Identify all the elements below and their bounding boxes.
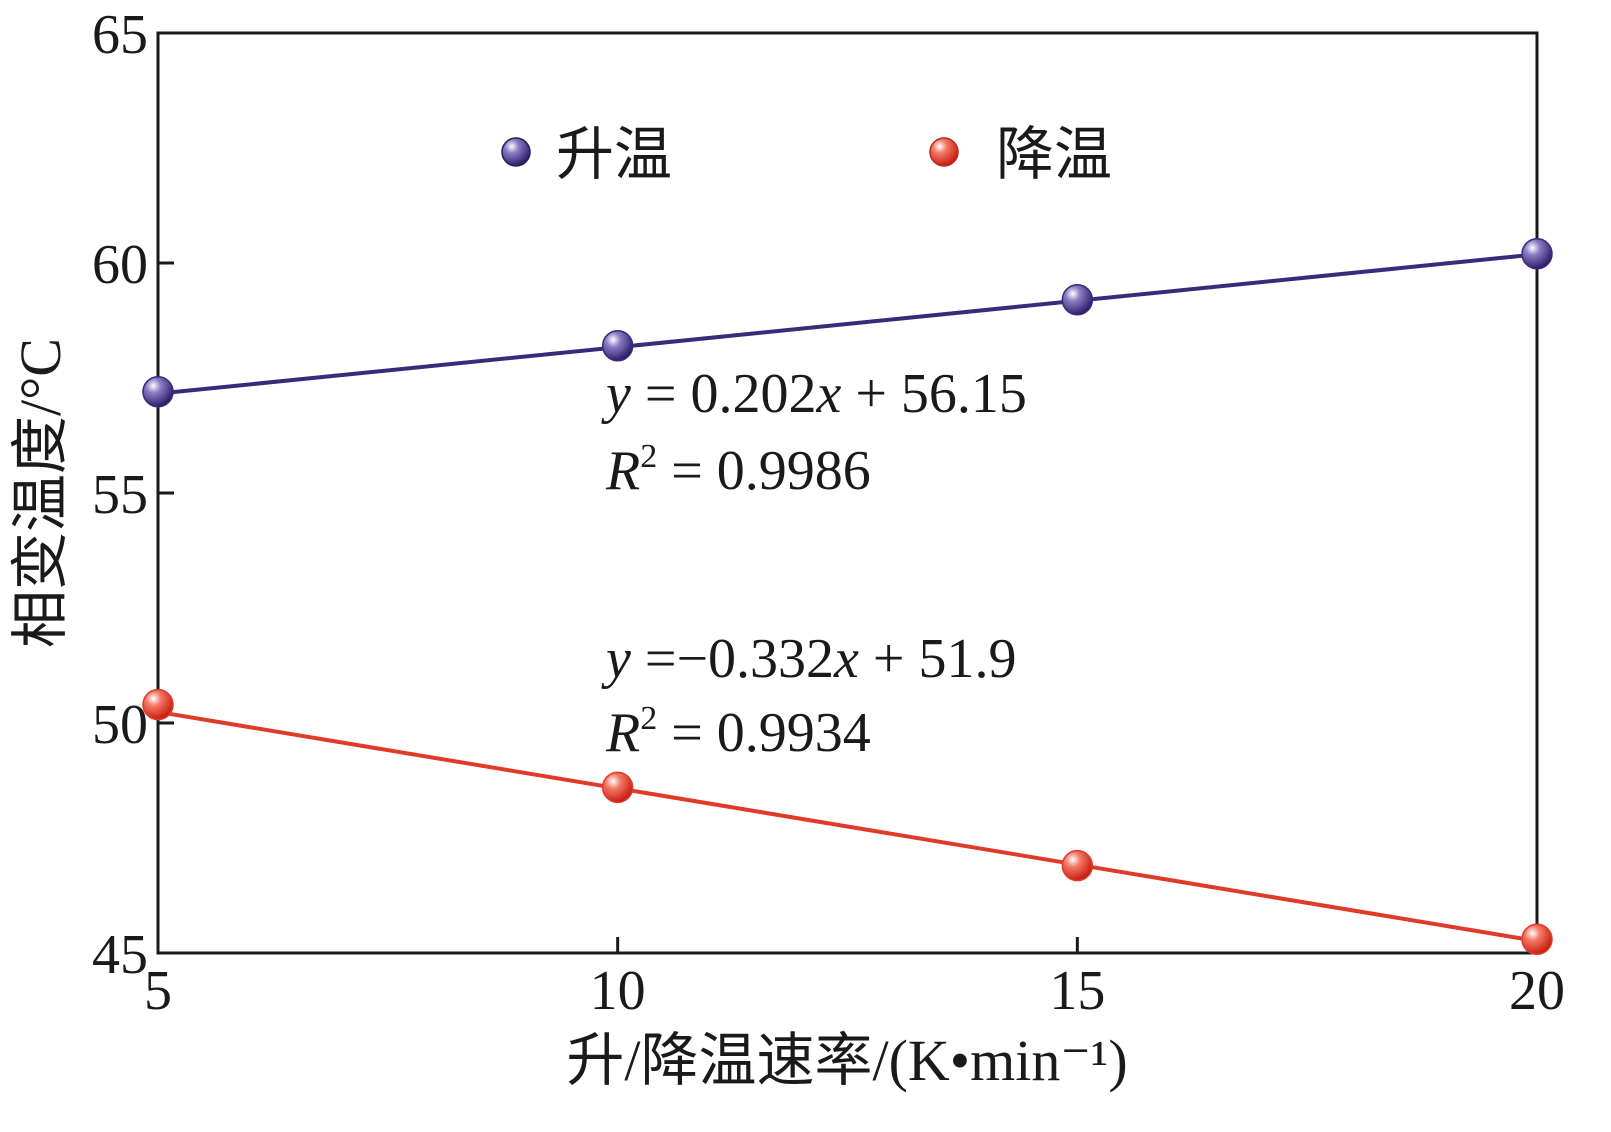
heating-r2-sup: 2 bbox=[640, 438, 657, 475]
heating-eq-rhs: = 0.202 bbox=[631, 363, 817, 425]
axis-ticks: 45 50 55 60 65 5 10 15 20 bbox=[92, 4, 1565, 1022]
series-lines bbox=[157, 252, 1538, 944]
cooling-fit-line bbox=[157, 709, 1538, 944]
cooling-eq-var: x bbox=[833, 628, 859, 690]
cooling-data-point bbox=[1521, 923, 1553, 955]
heating-data-point bbox=[1061, 284, 1094, 316]
cooling-data-point bbox=[601, 771, 634, 804]
cooling-data-point bbox=[142, 688, 174, 721]
y-tick-label: 55 bbox=[92, 464, 148, 526]
y-tick-label: 60 bbox=[92, 234, 148, 296]
heating-eq-tail: + 56.15 bbox=[841, 363, 1027, 425]
heating-r2-rhs: = 0.9986 bbox=[657, 440, 871, 502]
heating-data-point bbox=[601, 330, 634, 362]
x-axis-title: 升/降温速率/(K•min⁻¹) bbox=[566, 1028, 1127, 1093]
legend-label-cooling: 降温 bbox=[996, 122, 1112, 187]
heating-data-point bbox=[1521, 238, 1553, 270]
heating-eq-lhs: y bbox=[601, 363, 631, 425]
legend-label-heating: 升温 bbox=[556, 122, 672, 187]
heating-fit-line bbox=[157, 252, 1538, 396]
legend-marker-heating bbox=[501, 137, 531, 167]
cooling-r2-lhs: R bbox=[605, 702, 640, 764]
heating-fit-annotation: y = 0.202x + 56.15 R2 = 0.9986 bbox=[601, 363, 1027, 502]
x-tick-label: 15 bbox=[1049, 960, 1105, 1022]
heating-eq-var: x bbox=[815, 363, 841, 425]
y-axis-title: 相变温度/°C bbox=[8, 338, 73, 648]
y-tick-label: 45 bbox=[92, 924, 148, 986]
cooling-data-point bbox=[1061, 849, 1094, 882]
heating-data-point bbox=[142, 376, 174, 408]
cooling-fit-equation: y =−0.332x + 51.9 bbox=[601, 628, 1016, 690]
legend-marker-cooling bbox=[929, 137, 959, 167]
y-tick-label: 50 bbox=[92, 694, 148, 756]
heating-r2-lhs: R bbox=[605, 440, 640, 502]
series-points bbox=[142, 238, 1553, 955]
cooling-r2-sup: 2 bbox=[640, 700, 657, 737]
x-tick-label: 20 bbox=[1509, 960, 1565, 1022]
y-tick-label: 65 bbox=[92, 4, 148, 66]
cooling-fit-r2: R2 = 0.9934 bbox=[605, 700, 871, 764]
heating-fit-r2: R2 = 0.9986 bbox=[605, 438, 871, 502]
cooling-eq-rhs: =−0.332 bbox=[631, 628, 834, 690]
x-tick-label: 10 bbox=[590, 960, 646, 1022]
legend: 升温 降温 bbox=[501, 122, 1112, 187]
cooling-eq-tail: + 51.9 bbox=[859, 628, 1017, 690]
x-tick-label: 5 bbox=[144, 960, 172, 1022]
cooling-eq-lhs: y bbox=[601, 628, 631, 690]
heating-fit-equation: y = 0.202x + 56.15 bbox=[601, 363, 1027, 425]
cooling-r2-rhs: = 0.9934 bbox=[657, 702, 871, 764]
cooling-fit-annotation: y =−0.332x + 51.9 R2 = 0.9934 bbox=[601, 628, 1016, 764]
